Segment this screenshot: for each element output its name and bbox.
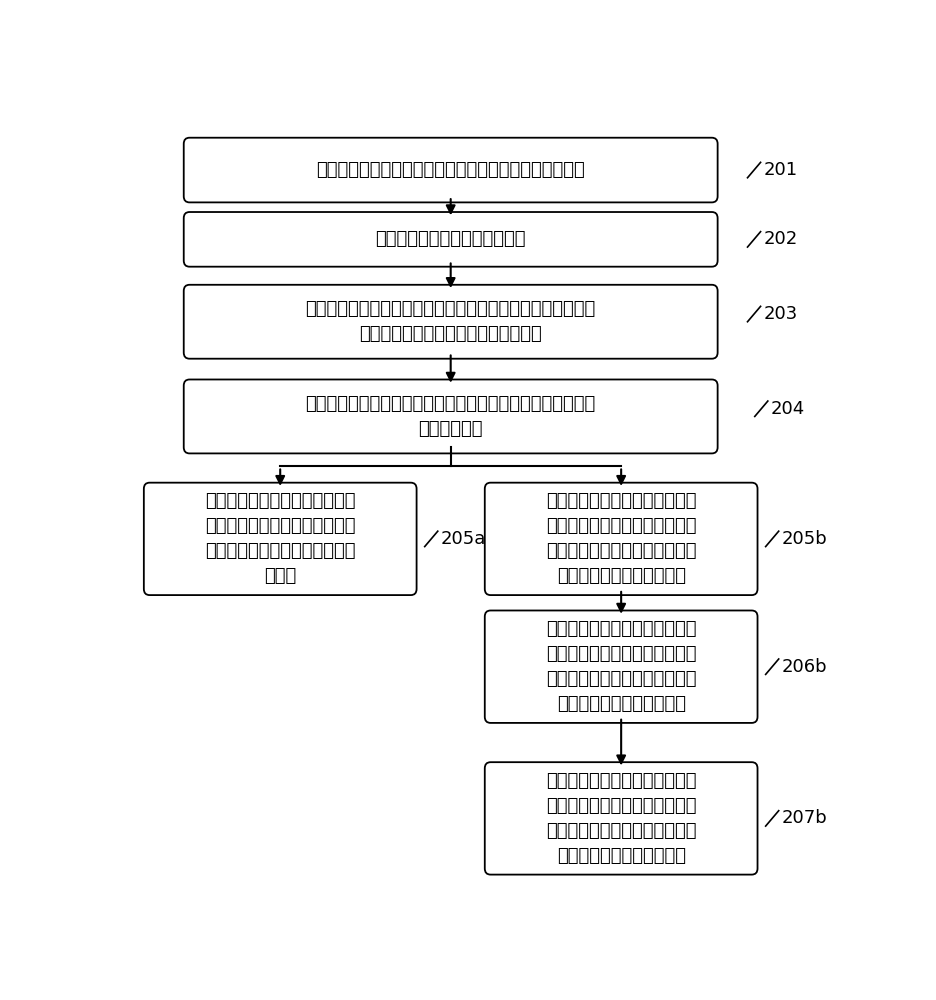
Text: 203: 203 [763,305,797,323]
Text: 205b: 205b [782,530,827,548]
Text: 基于训练样本以及脚本语言特征，对攻击检测模型进行模型训
练，得到完成模型训练的攻击检测模型: 基于训练样本以及脚本语言特征，对攻击检测模型进行模型训 练，得到完成模型训练的攻… [305,300,596,343]
Text: 201: 201 [763,161,797,179]
FancyBboxPatch shape [183,138,718,202]
Text: 202: 202 [763,230,797,248]
Text: 若测试指标参数小于预设指标参
数阈值，则基于攻击样本重新执
行脚本语言特征的提取操作，并
完成对攻击检测模型的训练: 若测试指标参数小于预设指标参 数阈值，则基于攻击样本重新执 行脚本语言特征的提取… [546,772,696,865]
Text: 基于攻击样本提取脚本语言特征: 基于攻击样本提取脚本语言特征 [375,230,526,248]
Text: 204: 204 [770,400,805,418]
Text: 若测试指标参数小于预设指标参
数阈值，则基于攻击样本重新执
行脚本语言特征的提取操作，并
完成对攻击检测模型的训练: 若测试指标参数小于预设指标参 数阈值，则基于攻击样本重新执 行脚本语言特征的提取… [546,492,696,585]
FancyBboxPatch shape [485,483,757,595]
FancyBboxPatch shape [144,483,417,595]
FancyBboxPatch shape [485,762,757,875]
FancyBboxPatch shape [485,610,757,723]
FancyBboxPatch shape [183,285,718,359]
FancyBboxPatch shape [183,379,718,453]
Text: 205a: 205a [440,530,486,548]
Text: 206b: 206b [782,658,826,676]
Text: 若测试指标参数小于预设指标参
数阈值，则基于攻击样本重新执
行脚本语言特征的提取操作，并
完成对攻击检测模型的训练: 若测试指标参数小于预设指标参 数阈值，则基于攻击样本重新执 行脚本语言特征的提取… [546,620,696,713]
Text: 基于支持向量机算法构建攻击检测模型，并获取训练样本: 基于支持向量机算法构建攻击检测模型，并获取训练样本 [316,161,585,179]
Text: 基于交叉验证对完成模型训练的攻击检测模型进行测试，得到
测试指标参数: 基于交叉验证对完成模型训练的攻击检测模型进行测试，得到 测试指标参数 [305,395,596,438]
FancyBboxPatch shape [183,212,718,267]
Text: 207b: 207b [782,809,827,827]
Text: 若测试指标参数大于或等于预设
指标参数阈值，确定完成模型训
练的攻击检测模型为最终攻击检
测模型: 若测试指标参数大于或等于预设 指标参数阈值，确定完成模型训 练的攻击检测模型为最… [205,492,356,585]
